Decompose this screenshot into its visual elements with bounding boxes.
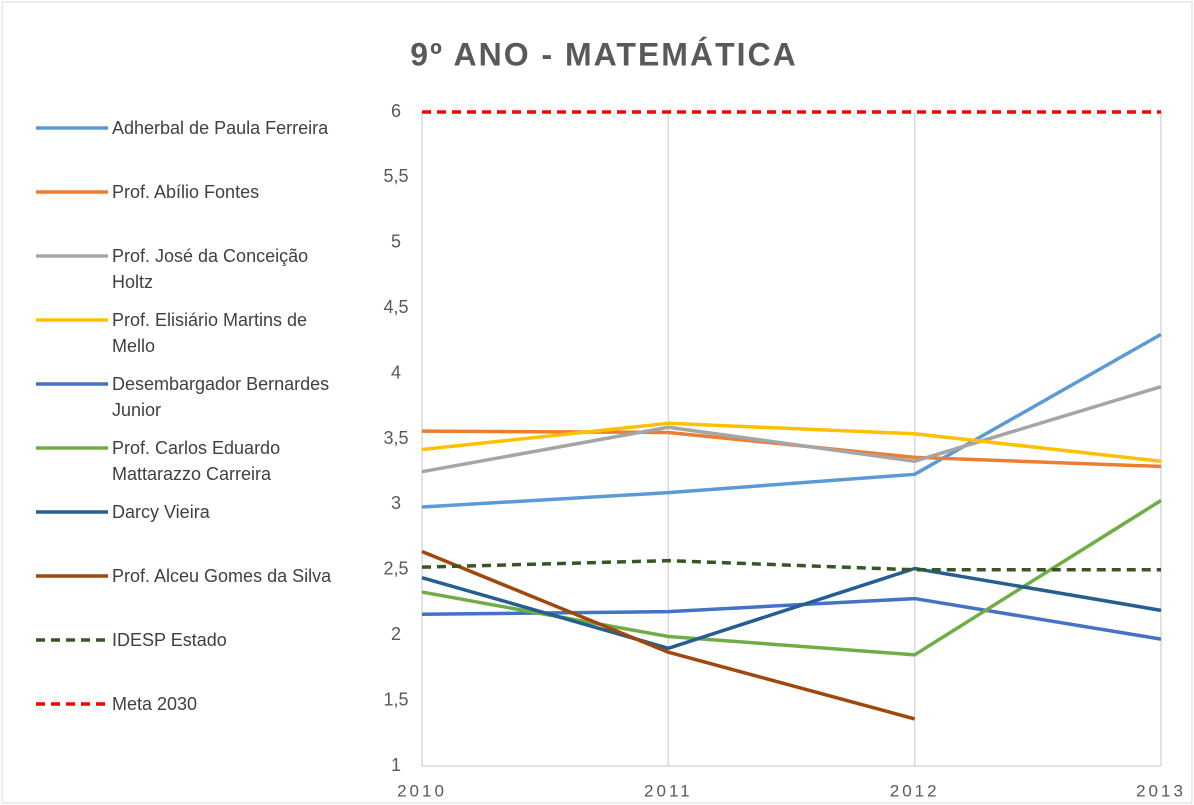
y-tick-label: 1,5: [383, 689, 408, 709]
legend-label: IDESP Estado: [112, 630, 227, 650]
y-tick-label: 4,5: [383, 297, 408, 317]
series-line: [421, 566, 1162, 651]
legend-item: Darcy Vieira: [36, 499, 356, 525]
legend-label: Meta 2030: [112, 694, 198, 714]
legend-label: Prof. Abílio Fontes: [112, 182, 260, 202]
legend-label: Prof. José da Conceição Holtz: [112, 246, 309, 292]
legend-label: Desembargador Bernardes Junior: [112, 374, 330, 420]
legend-item: Prof. Elisiário Martins de Mello: [36, 307, 356, 359]
legend-swatch: [36, 382, 108, 386]
y-tick-label: 2: [391, 624, 401, 644]
legend-item: Adherbal de Paula Ferreira: [36, 115, 356, 141]
chart-title: 9º ANO - MATEMÁTICA: [410, 36, 797, 72]
y-tick-label: 4: [391, 362, 401, 382]
y-tick-label: 1: [391, 755, 401, 775]
y-tick-label: 3,5: [383, 428, 408, 448]
x-tick-label: 2012: [890, 781, 940, 800]
series-line: [421, 549, 916, 721]
legend-swatch: [36, 190, 108, 194]
legend-label: Prof. Elisiário Martins de Mello: [112, 310, 308, 356]
legend-swatch: [36, 702, 108, 706]
legend-label: Darcy Vieira: [112, 502, 210, 522]
legend-swatch: [36, 446, 108, 450]
legend-item: Desembargador Bernardes Junior: [36, 371, 356, 423]
legend-label: Prof. Alceu Gomes da Silva: [112, 566, 332, 586]
series-line: [421, 421, 1162, 463]
legend-item: Prof. José da Conceição Holtz: [36, 243, 356, 295]
legend-item: IDESP Estado: [36, 627, 356, 653]
series-line: [421, 596, 1162, 641]
series-line: [421, 385, 1162, 474]
legend-swatch: [36, 510, 108, 514]
legend-label: Prof. Carlos Eduardo Mattarazzo Carreira: [112, 438, 281, 484]
x-tick-label: 2011: [644, 781, 693, 800]
y-tick-label: 3: [391, 493, 401, 513]
legend-swatch: [36, 574, 108, 578]
y-tick-label: 5,5: [383, 166, 408, 186]
legend-item: Prof. Abílio Fontes: [36, 179, 356, 205]
series-line: [421, 332, 1162, 509]
y-tick-label: 2,5: [383, 559, 408, 579]
legend-label: Adherbal de Paula Ferreira: [112, 118, 329, 138]
series-line: [421, 498, 1162, 657]
y-tick-label: 5: [391, 232, 401, 252]
series-line: [421, 558, 1161, 572]
legend-item: Prof. Carlos Eduardo Mattarazzo Carreira: [36, 435, 356, 487]
legend-item: Meta 2030: [36, 691, 356, 717]
legend-item: Prof. Alceu Gomes da Silva: [36, 563, 356, 589]
x-tick-label: 2013: [1136, 781, 1186, 800]
y-tick-label: 6: [391, 101, 401, 121]
x-tick-label: 2010: [397, 781, 447, 800]
legend-swatch: [36, 638, 108, 642]
legend-swatch: [36, 318, 108, 322]
legend-swatch: [36, 126, 108, 130]
legend-swatch: [36, 254, 108, 258]
